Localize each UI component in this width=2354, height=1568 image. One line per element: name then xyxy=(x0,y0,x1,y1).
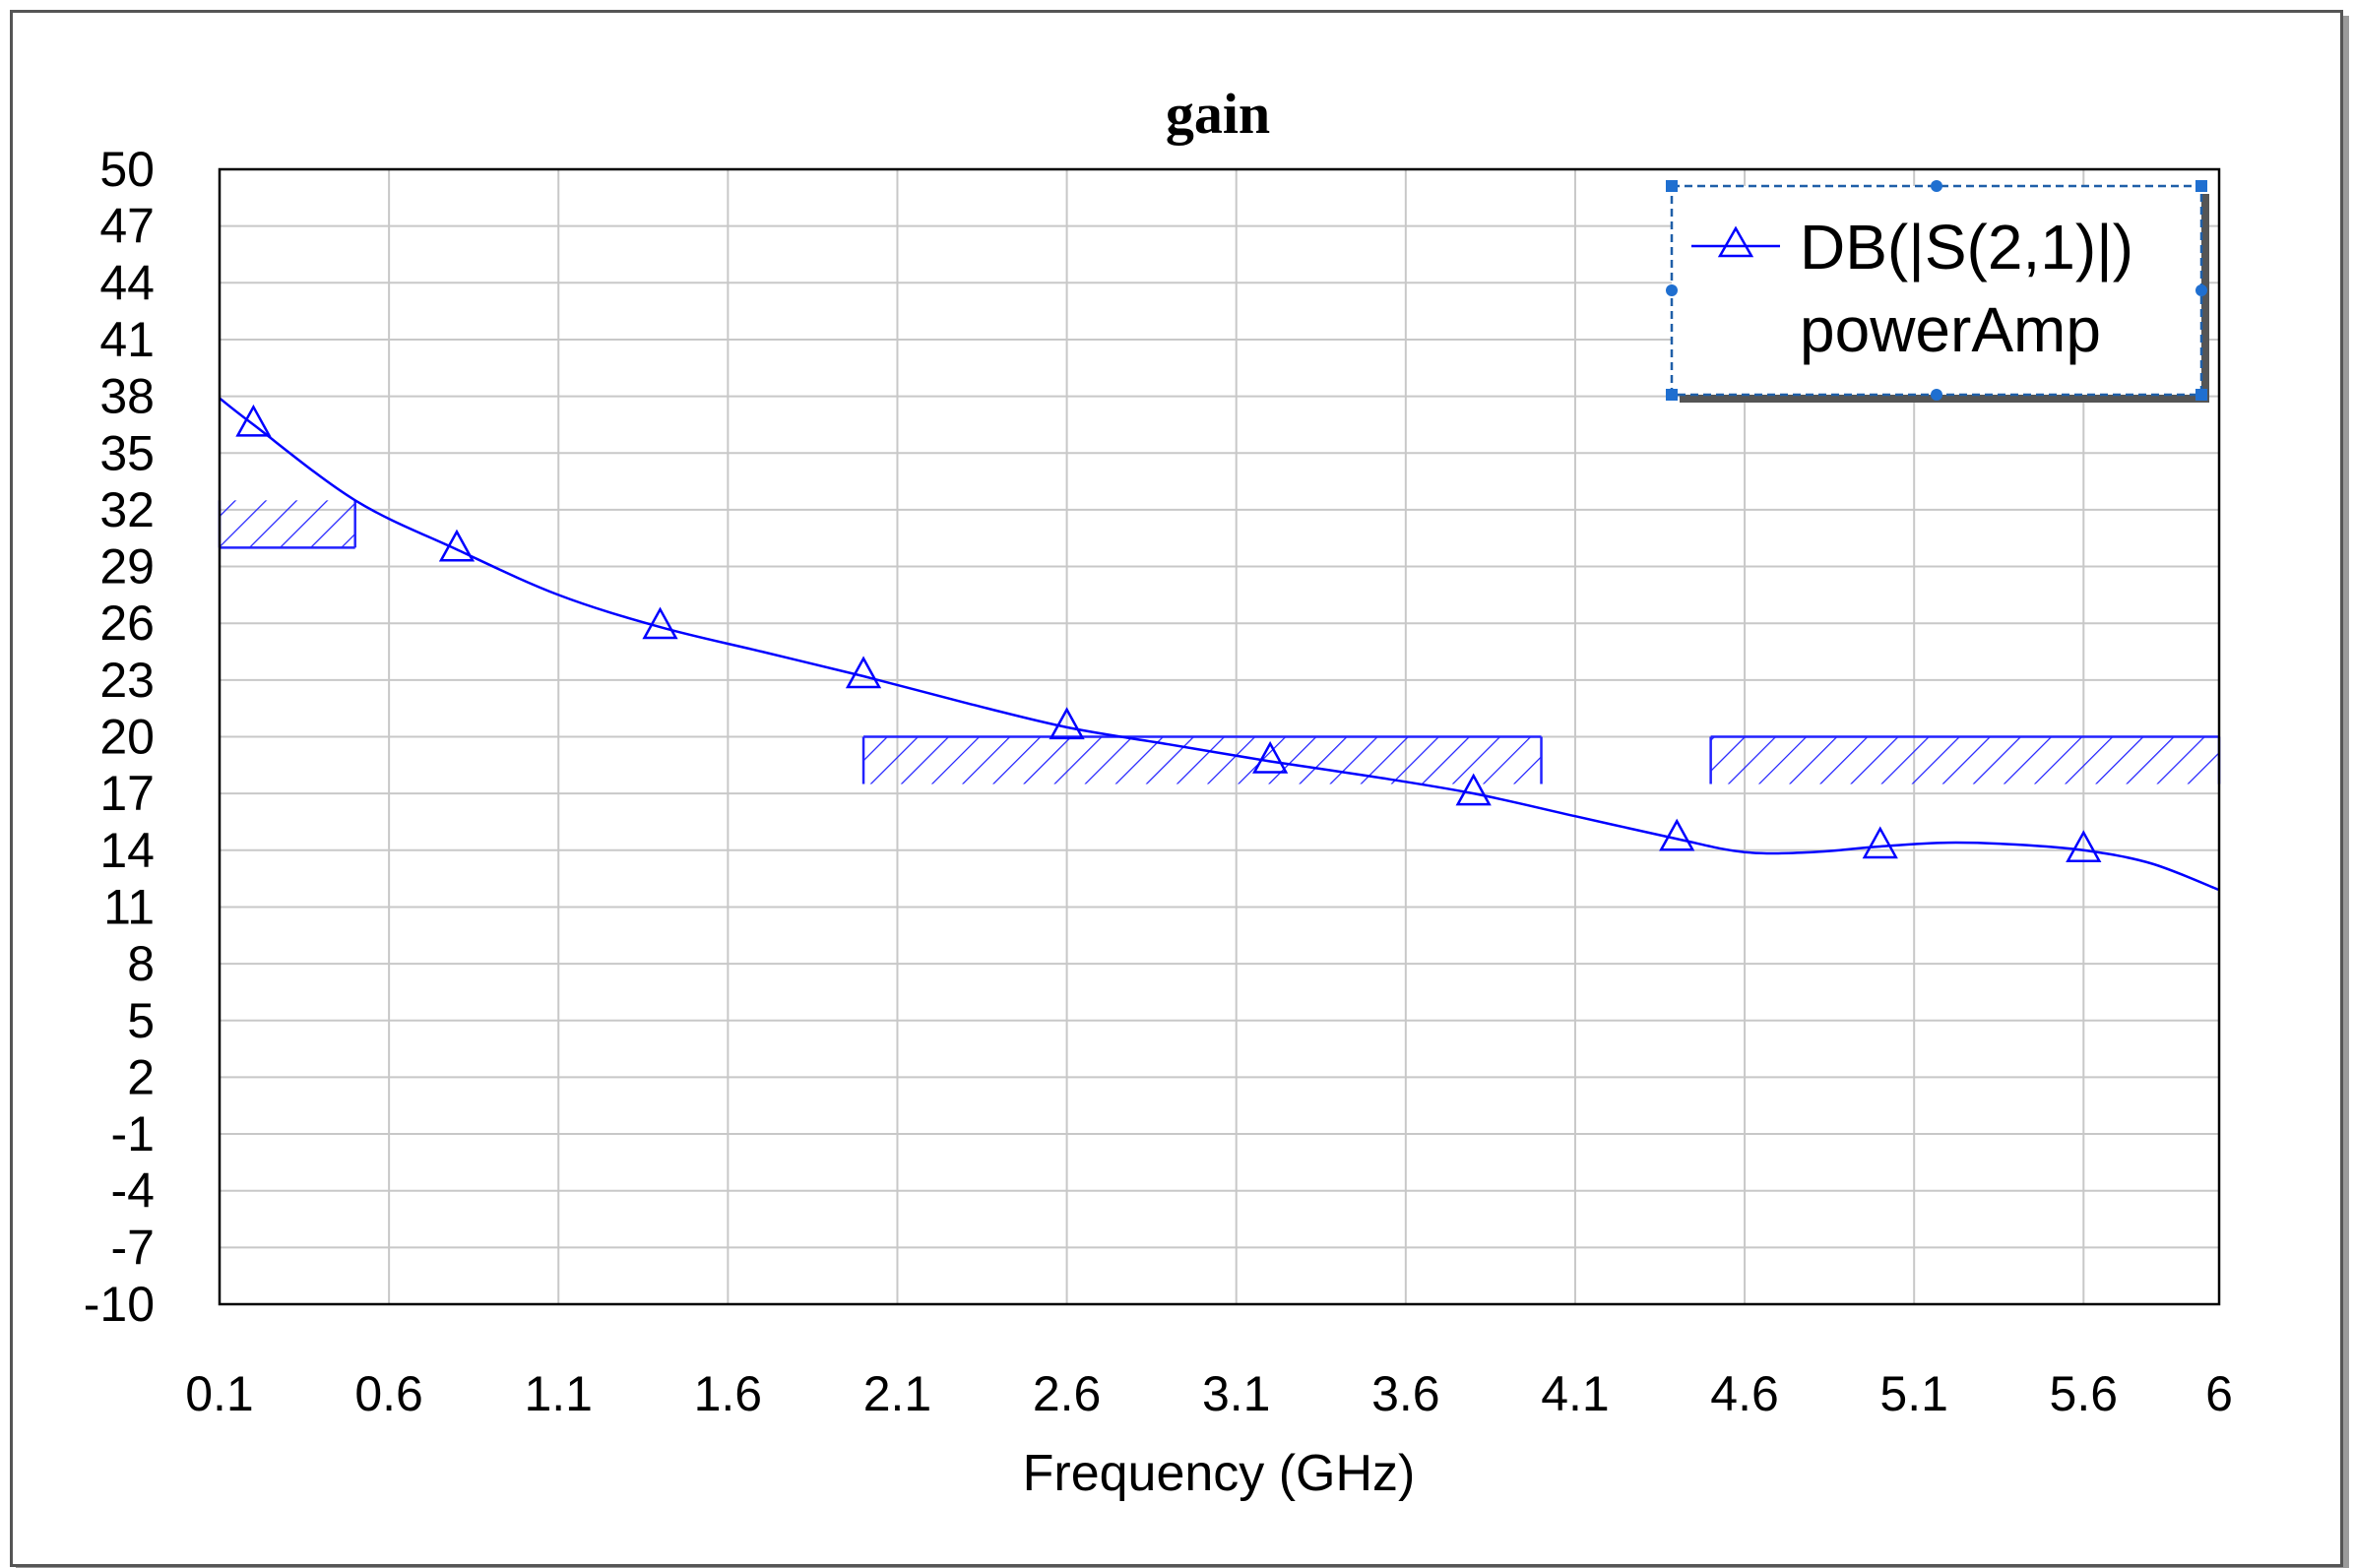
spec-hatch xyxy=(863,736,1542,784)
x-tick-label: 5.6 xyxy=(2050,1366,2119,1421)
legend-entry-name: DB(|S(2,1)|) xyxy=(1800,212,2133,282)
spec-region xyxy=(218,500,356,549)
spec-hatch xyxy=(1710,736,2219,784)
x-axis-label: Frequency (GHz) xyxy=(1023,1445,1416,1502)
x-tick-label: 4.1 xyxy=(1541,1366,1610,1421)
data-point-marker xyxy=(1049,707,1085,740)
legend-selection-handles[interactable] xyxy=(1666,180,2207,401)
resize-handle[interactable] xyxy=(1931,180,1942,192)
resize-handle[interactable] xyxy=(2195,284,2207,296)
data-point-marker xyxy=(438,529,476,562)
spec-hatch xyxy=(220,500,355,548)
x-tick-label: 1.1 xyxy=(524,1366,593,1421)
legend-box[interactable] xyxy=(1670,184,2203,397)
x-tick-label: 2.6 xyxy=(1033,1366,1102,1421)
y-tick-label: 26 xyxy=(99,596,155,651)
y-tick-label: 41 xyxy=(99,312,155,367)
spec-region xyxy=(1709,735,2221,784)
data-point-marker xyxy=(642,606,678,640)
series-line xyxy=(219,397,2220,892)
resize-handle[interactable] xyxy=(1931,389,1942,401)
resize-handle[interactable] xyxy=(2195,180,2207,192)
y-tick-label: -7 xyxy=(111,1220,155,1275)
x-tick-label: 3.1 xyxy=(1202,1366,1271,1421)
y-tick-label: -4 xyxy=(111,1163,155,1219)
y-tick-label: 32 xyxy=(99,482,155,537)
x-tick-label: 3.6 xyxy=(1371,1366,1440,1421)
legend-triangle-marker xyxy=(1717,225,1754,258)
y-tick-label: 20 xyxy=(99,710,155,765)
y-tick-label: 47 xyxy=(99,199,155,254)
data-point-marker xyxy=(1659,818,1695,851)
y-tick-label: 29 xyxy=(99,539,155,595)
resize-handle[interactable] xyxy=(1666,284,1678,296)
x-tick-label: 1.6 xyxy=(694,1366,763,1421)
resize-handle[interactable] xyxy=(1666,389,1678,401)
y-tick-label: 35 xyxy=(99,425,155,480)
x-tick-label: 5.1 xyxy=(1879,1366,1948,1421)
x-tick-label: 6 xyxy=(2205,1366,2233,1421)
resize-handle[interactable] xyxy=(2195,389,2207,401)
y-tick-label: 8 xyxy=(127,936,155,991)
y-tick-label: 50 xyxy=(99,142,155,197)
data-point-marker xyxy=(845,656,882,689)
chart-title: gain xyxy=(1166,82,1270,146)
y-tick-label: 23 xyxy=(99,653,155,708)
plot-area-border xyxy=(218,167,2221,1306)
spec-regions xyxy=(218,500,2221,784)
y-tick-label: 17 xyxy=(99,766,155,821)
spec-region xyxy=(861,735,1543,784)
x-tick-label: 0.1 xyxy=(185,1366,254,1421)
legend[interactable]: DB(|S(2,1)|) powerAmp xyxy=(1666,180,2209,403)
y-tick-label: 44 xyxy=(99,255,155,310)
series-layer xyxy=(219,397,2220,892)
y-tick-label: -1 xyxy=(111,1106,155,1161)
x-tick-label: 2.1 xyxy=(863,1366,932,1421)
resize-handle[interactable] xyxy=(1666,180,1678,192)
y-tick-label: 2 xyxy=(127,1049,155,1104)
x-tick-label: 4.6 xyxy=(1710,1366,1779,1421)
legend-entry-source: powerAmp xyxy=(1800,294,2101,365)
y-tick-label: 14 xyxy=(99,823,155,878)
data-point-marker xyxy=(1252,740,1289,774)
data-point-marker xyxy=(1455,773,1492,806)
data-point-marker xyxy=(2066,830,2102,863)
y-tick-label: 11 xyxy=(103,879,155,934)
x-axis-ticks: 0.1 0.6 1.1 1.6 2.1 2.6 3.1 3.6 4.1 4.6 5.1 5.6 6 xyxy=(185,1366,2233,1421)
y-tick-label: 38 xyxy=(99,369,155,424)
data-point-marker xyxy=(1862,826,1898,859)
y-tick-label: -10 xyxy=(84,1277,155,1332)
y-tick-label: 5 xyxy=(127,993,155,1048)
x-tick-label: 0.6 xyxy=(354,1366,423,1421)
data-point-marker xyxy=(235,404,272,437)
